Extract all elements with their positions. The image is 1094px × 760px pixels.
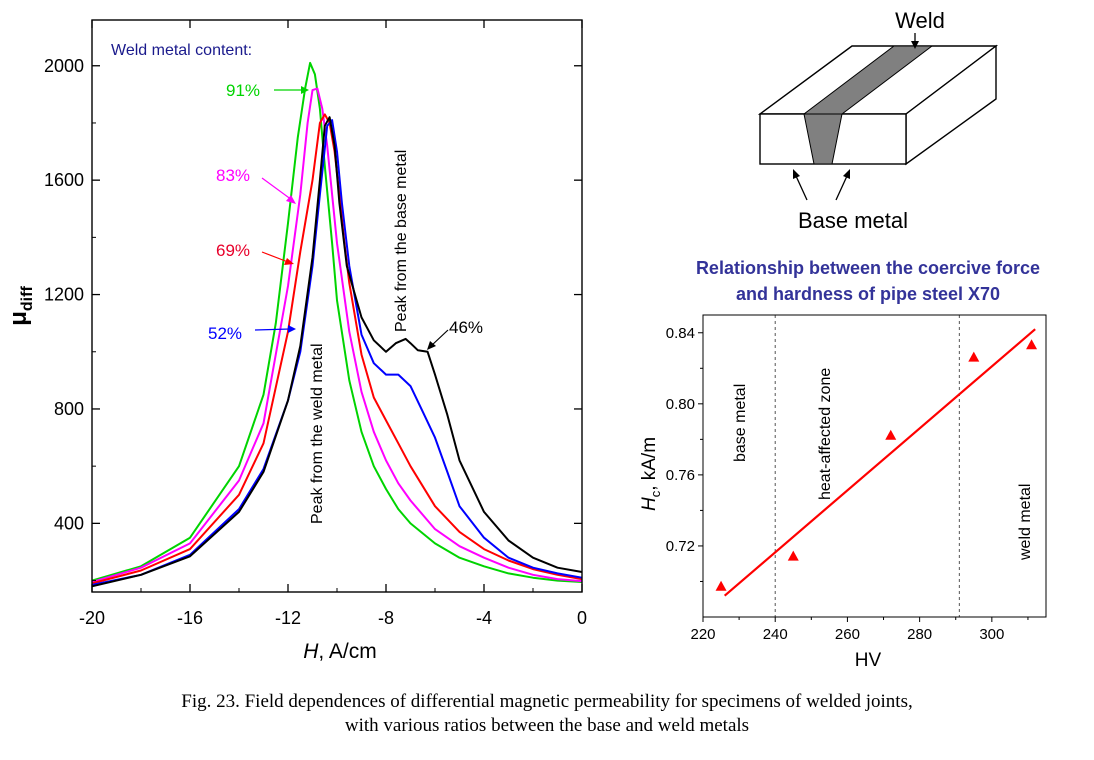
data-point-triangle: [1026, 339, 1038, 350]
permeability-y-label: μdiff: [5, 286, 36, 326]
data-point-triangle: [787, 550, 799, 561]
coercive-y-ticks: 0.72 0.76 0.80 0.84: [666, 325, 703, 582]
data-point-triangle: [968, 351, 980, 362]
fit-line: [723, 328, 1036, 597]
base-arrow-right: [835, 175, 848, 201]
coercive-y-label-italic: H: [639, 497, 660, 511]
y-tick-label: 800: [54, 399, 84, 419]
series-line-52: [91, 119, 583, 586]
permeability-y-ticks: 400 800 1200 1600 2000: [44, 56, 582, 582]
coercive-force-chart: Relationship between the coercive force …: [639, 258, 1047, 671]
base-arrowhead-left: [793, 169, 800, 179]
x-tick-label: 260: [835, 626, 860, 643]
weld-diagram: Weld Base metal: [757, 8, 999, 233]
y-tick-label: 1600: [44, 170, 84, 190]
series-arrow-69: [261, 251, 289, 263]
data-point-triangle: [885, 429, 897, 440]
y-tick-label: 0.80: [666, 396, 695, 413]
caption-line-1: Fig. 23. Field dependences of differenti…: [181, 691, 913, 712]
data-point-triangle: [715, 580, 727, 591]
x-tick-label: -12: [275, 608, 301, 628]
coercive-y-label-rest: , kA/m: [639, 437, 660, 491]
x-label-rest: , A/cm: [318, 640, 376, 663]
x-tick-label: 0: [577, 608, 587, 628]
series-line-91: [91, 61, 583, 583]
y-label-main: μ: [5, 311, 32, 326]
weld-arrowhead: [911, 41, 919, 49]
y-tick-label: 400: [54, 513, 84, 533]
annotation-base-peak: Peak from the base metal: [393, 150, 410, 332]
caption-line-2: with various ratios between the base and…: [344, 715, 750, 736]
base-arrow-left: [795, 175, 808, 201]
base-metal-label: Base metal: [798, 208, 908, 233]
series-label-69: 69%: [216, 241, 250, 260]
series-arrowhead-91: [301, 86, 309, 94]
x-tick-label: 220: [690, 626, 715, 643]
weld-label: Weld: [895, 8, 945, 33]
series-arrow-52: [254, 328, 291, 331]
zone-label-weld-metal: weld metal: [1017, 484, 1034, 561]
series-line-83: [91, 87, 583, 583]
annotation-weld-peak: Peak from the weld metal: [309, 343, 326, 524]
x-tick-label: -4: [476, 608, 492, 628]
x-tick-label: -16: [177, 608, 203, 628]
coercive-x-label: HV: [855, 650, 882, 671]
permeability-x-ticks: -20 -16 -12 -8 -4 0: [79, 20, 587, 628]
x-tick-label: 240: [763, 626, 788, 643]
x-tick-label: -20: [79, 608, 105, 628]
coercive-chart-title-line1: Relationship between the coercive force: [696, 258, 1040, 278]
x-tick-label: 300: [979, 626, 1004, 643]
permeability-chart: -20 -16 -12 -8 -4 0 400 800 1200 1600 2000 H, A/c…: [5, 19, 587, 663]
series-label-46: 46%: [449, 318, 483, 337]
series-label-83: 83%: [216, 166, 250, 185]
series-arrowhead-52: [288, 325, 296, 333]
series-arrow-46: [430, 329, 449, 347]
coercive-plot-frame: [702, 314, 1047, 618]
series-label-52: 52%: [208, 324, 242, 343]
coercive-data: [715, 328, 1038, 597]
permeability-x-label: H, A/cm: [303, 640, 377, 663]
zone-label-haz: heat-affected zone: [817, 368, 834, 500]
y-tick-label: 2000: [44, 56, 84, 76]
series-line-46: [91, 116, 583, 588]
coercive-y-label-sub: c: [648, 490, 663, 497]
y-tick-label: 0.84: [666, 325, 695, 342]
x-tick-label: -8: [378, 608, 394, 628]
y-label-sub: diff: [19, 286, 36, 312]
series-label-91: 91%: [226, 81, 260, 100]
weld-seam-front: [803, 113, 843, 165]
series-arrow-83: [261, 177, 293, 201]
x-tick-label: 280: [907, 626, 932, 643]
x-label-italic: H: [303, 640, 319, 663]
series-arrowhead-83: [286, 195, 296, 204]
permeability-curves: [91, 61, 583, 588]
figure-caption: Fig. 23. Field dependences of differenti…: [0, 690, 1094, 738]
series-arrowhead-69: [284, 258, 294, 265]
y-tick-label: 0.76: [666, 467, 695, 484]
series-arrowhead-46: [427, 341, 436, 350]
y-tick-label: 1200: [44, 285, 84, 305]
base-arrowhead-right: [843, 169, 850, 179]
coercive-x-ticks: 220 240 260 280 300: [690, 617, 1029, 643]
zone-boundaries: [774, 315, 960, 617]
coercive-y-label: Hc, kA/m: [639, 437, 663, 511]
y-tick-label: 0.72: [666, 538, 695, 555]
coercive-chart-title-line2: and hardness of pipe steel X70: [736, 284, 1000, 304]
zone-label-base-metal: base metal: [732, 384, 749, 462]
legend-title: Weld metal content:: [111, 42, 252, 59]
